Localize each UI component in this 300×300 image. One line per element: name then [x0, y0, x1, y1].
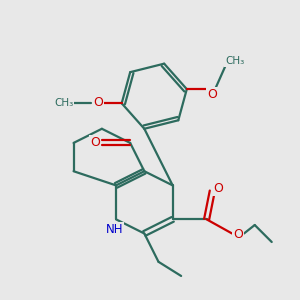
Text: O: O: [90, 136, 100, 149]
Text: CH₃: CH₃: [54, 98, 73, 108]
Text: NH: NH: [106, 223, 123, 236]
Text: O: O: [213, 182, 223, 195]
Text: O: O: [207, 88, 217, 101]
Text: O: O: [94, 96, 103, 109]
Text: O: O: [233, 228, 243, 242]
Text: CH₃: CH₃: [225, 56, 244, 66]
